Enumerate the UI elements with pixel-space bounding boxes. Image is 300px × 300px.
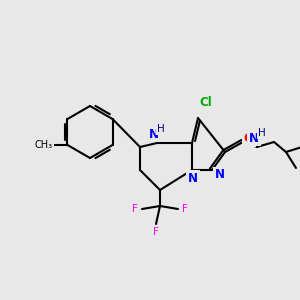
Text: N: N: [215, 169, 225, 182]
Text: N: N: [249, 131, 259, 145]
Text: N: N: [188, 172, 198, 184]
Text: F: F: [153, 227, 159, 237]
Text: N: N: [149, 128, 159, 140]
Text: F: F: [132, 204, 138, 214]
Text: H: H: [258, 128, 266, 138]
Text: CH₃: CH₃: [34, 140, 52, 150]
Text: Cl: Cl: [200, 95, 212, 109]
Text: F: F: [182, 204, 188, 214]
Text: H: H: [157, 124, 165, 134]
Text: O: O: [244, 133, 254, 146]
